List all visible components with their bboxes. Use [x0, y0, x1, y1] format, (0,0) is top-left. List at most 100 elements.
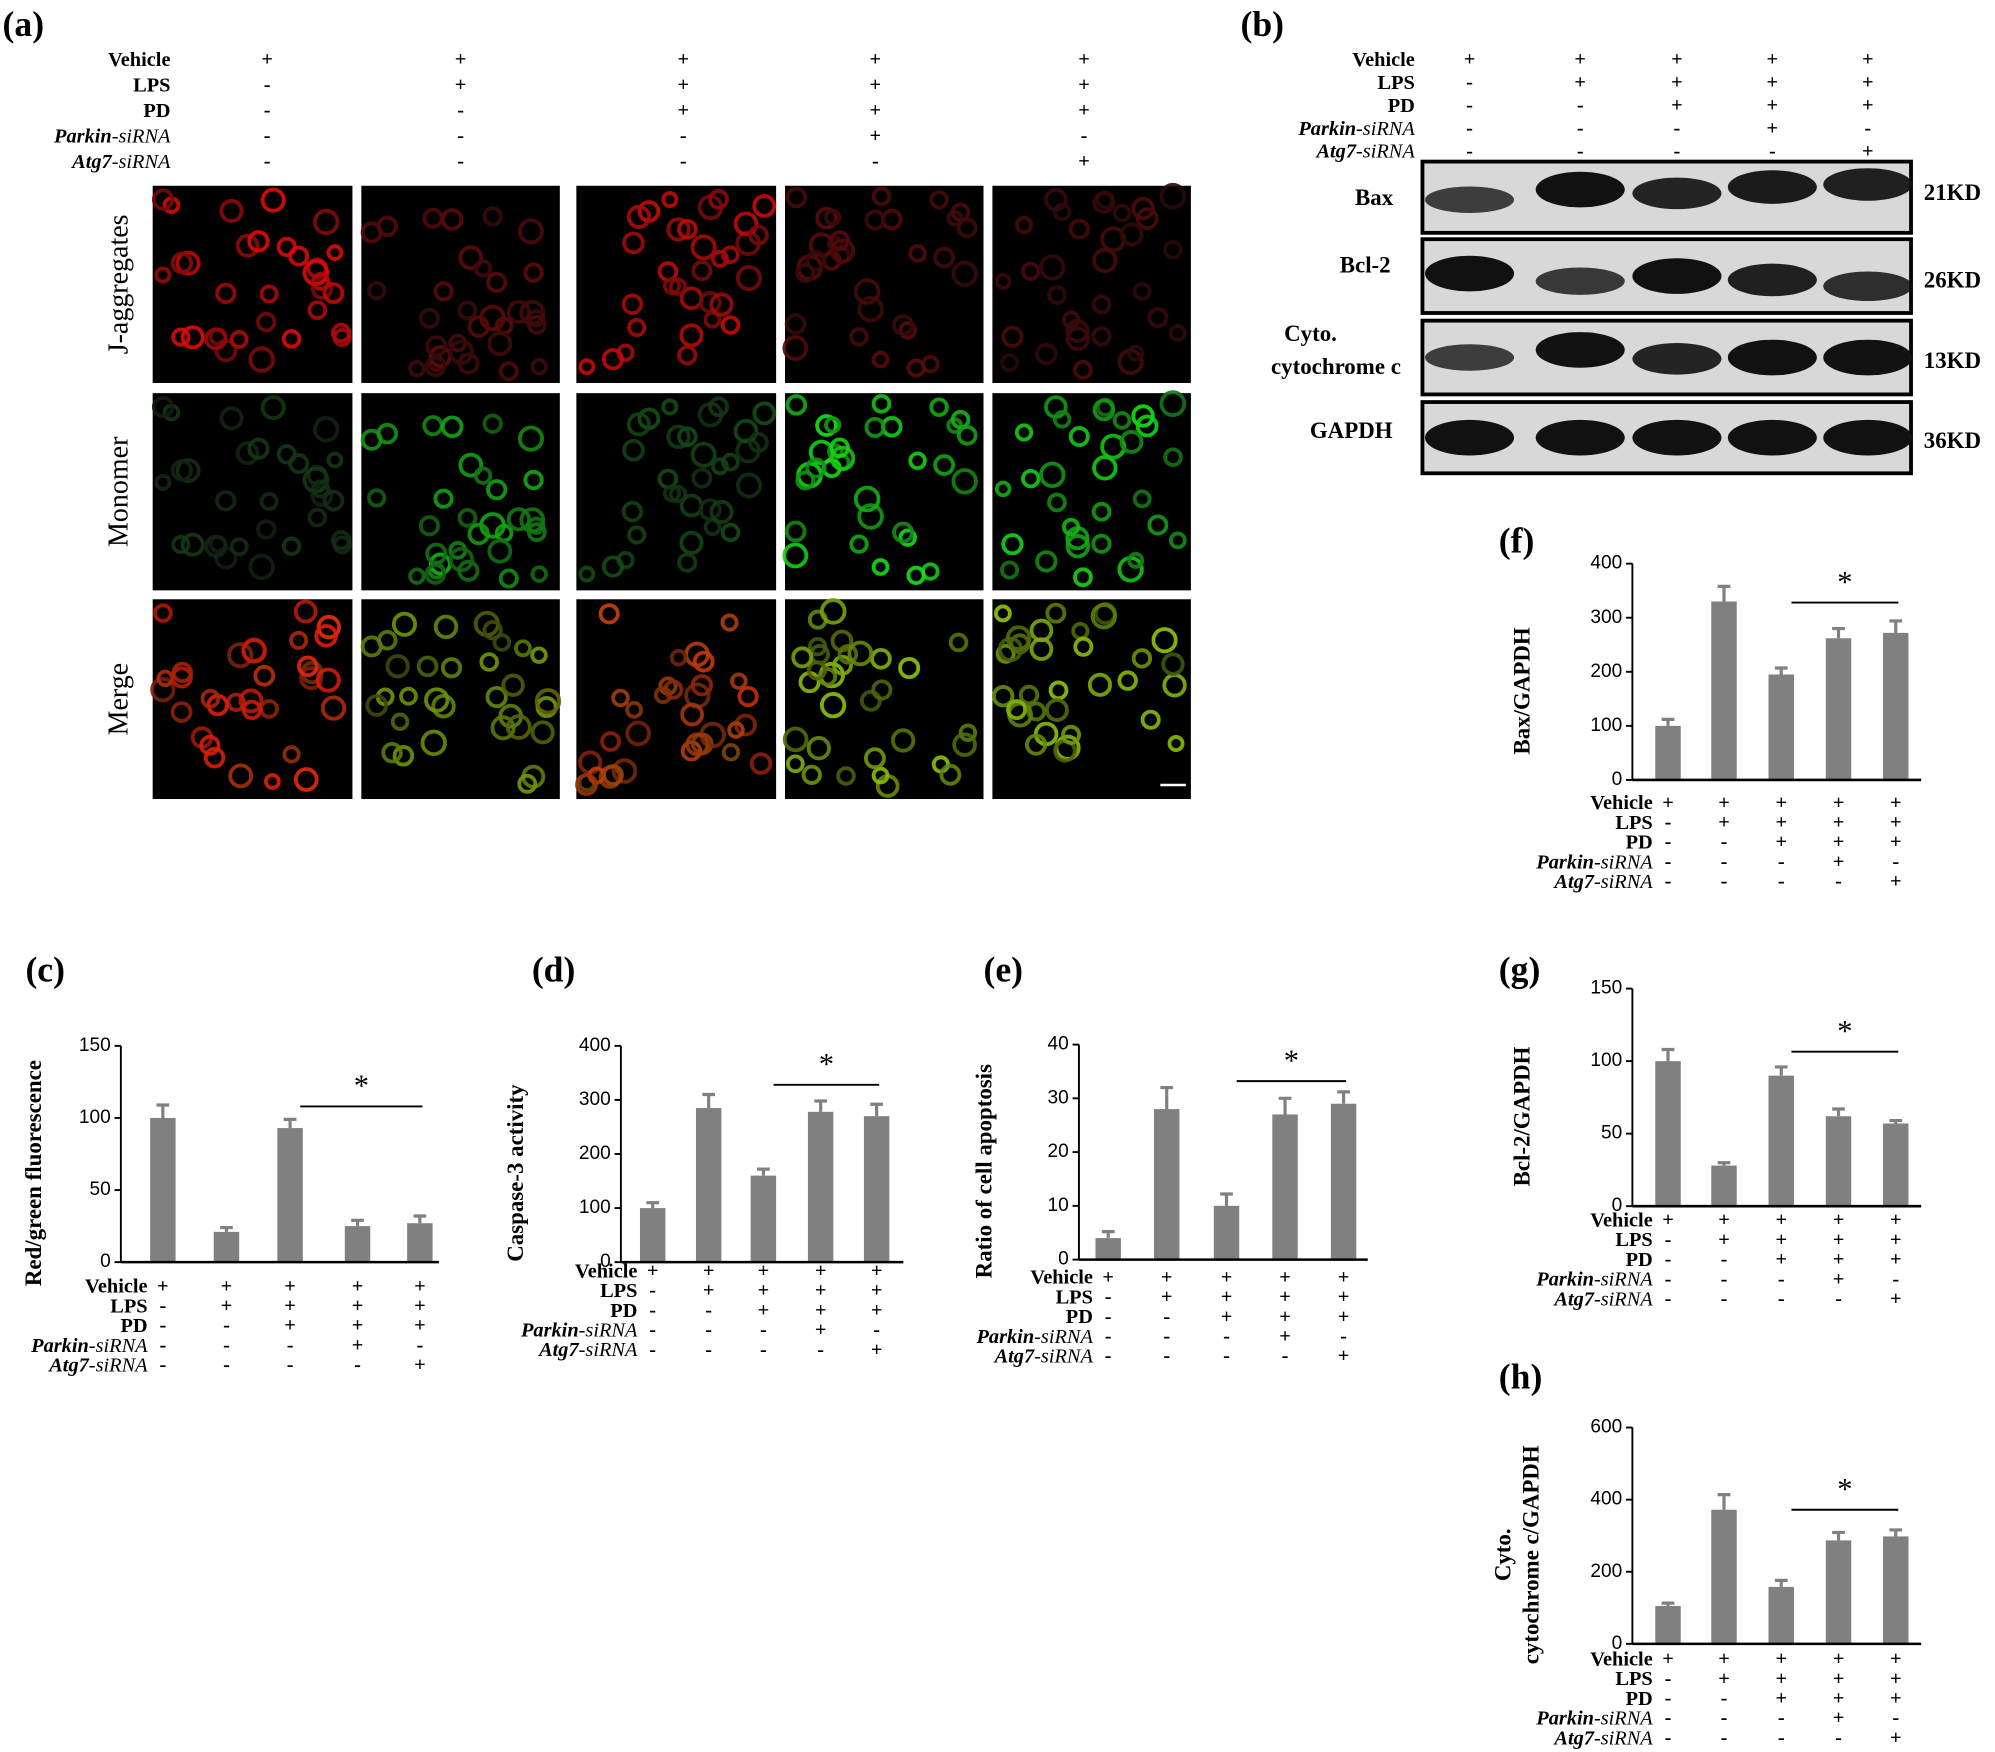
condition-sign: -	[1163, 1326, 1170, 1348]
condition-sign: +	[1161, 1286, 1173, 1308]
cell	[264, 773, 281, 790]
condition-label: Atg7-siRNA	[1314, 140, 1415, 162]
blot-size: 21KD	[1924, 180, 1981, 205]
cell	[653, 685, 673, 705]
cell	[1131, 404, 1155, 428]
condition-sign: -	[1721, 1688, 1728, 1710]
gene-name: Parkin	[1297, 117, 1356, 139]
condition-sign: +	[647, 1260, 659, 1282]
cell	[1005, 625, 1032, 651]
condition-sign: +	[1279, 1326, 1291, 1348]
cell	[314, 624, 338, 648]
y-axis-label: cytochrome c/GAPDH	[1518, 1445, 1543, 1664]
cell	[871, 350, 890, 369]
cell	[720, 315, 741, 335]
cell	[806, 736, 831, 761]
label: PD	[610, 1299, 637, 1321]
condition-sign: +	[870, 125, 882, 147]
condition-sign: +	[414, 1354, 426, 1376]
condition-sign: -	[1674, 140, 1681, 162]
condition-sign: +	[1662, 792, 1674, 814]
cell	[1112, 411, 1132, 430]
condition-sign: -	[223, 1315, 230, 1337]
cell	[611, 758, 638, 784]
cell	[513, 639, 532, 658]
cell	[175, 458, 201, 484]
condition-sign: +	[1718, 812, 1730, 834]
cell	[859, 689, 882, 712]
cell	[898, 528, 917, 547]
label-suffix: -siRNA	[112, 125, 171, 147]
condition-sign: +	[677, 100, 689, 122]
error-bar	[283, 1117, 297, 1129]
label-suffix: -siRNA	[1594, 1288, 1653, 1310]
cell	[473, 466, 493, 485]
condition-sign: +	[815, 1260, 827, 1282]
cell	[151, 188, 175, 211]
cell	[666, 217, 691, 242]
cell	[721, 245, 740, 265]
y-tick-label: 200	[1590, 661, 1622, 682]
bar	[1768, 1075, 1794, 1207]
cell	[467, 522, 490, 546]
cell	[679, 530, 704, 555]
cell	[498, 361, 519, 382]
condition-sign: +	[1221, 1286, 1233, 1308]
bar	[1655, 725, 1681, 780]
cell	[863, 747, 886, 770]
cell	[1014, 215, 1034, 235]
error-bar	[1717, 1161, 1731, 1166]
condition-sign: -	[264, 100, 271, 122]
condition-sign: +	[1775, 831, 1787, 853]
condition-sign: +	[677, 49, 689, 71]
cell	[457, 507, 478, 528]
condition-sign: -	[1466, 95, 1473, 117]
gene-name: Atg7	[1552, 1727, 1594, 1749]
bar	[750, 1175, 777, 1263]
condition-label: PD	[1066, 1306, 1093, 1328]
cell	[297, 655, 319, 678]
condition-sign: -	[1665, 871, 1672, 893]
bar	[1711, 601, 1737, 780]
cell	[171, 534, 191, 555]
panel-label: (f)	[1499, 521, 1535, 561]
label: Vehicle	[1352, 49, 1415, 71]
label: LPS	[1615, 1229, 1652, 1251]
condition-sign: +	[1671, 95, 1683, 117]
cell	[418, 515, 440, 537]
cell	[1092, 191, 1116, 214]
condition-sign: +	[455, 49, 467, 71]
error-bar	[220, 1225, 233, 1232]
bar	[1825, 638, 1852, 780]
cell	[691, 467, 713, 489]
cell	[448, 546, 475, 573]
condition-sign: +	[455, 74, 467, 96]
cell	[737, 685, 759, 708]
cell	[627, 317, 647, 338]
cell	[153, 603, 173, 623]
band	[1823, 339, 1913, 376]
cell	[501, 673, 525, 697]
condition-sign: +	[1338, 1345, 1350, 1367]
condition-sign: -	[1778, 1268, 1785, 1290]
cell	[1021, 468, 1041, 489]
cell	[801, 764, 822, 785]
cell	[492, 633, 512, 652]
label-suffix: -siRNA	[1594, 1707, 1653, 1729]
cell	[1168, 324, 1187, 342]
y-axis-label: Caspase-3 activity	[503, 1084, 528, 1262]
condition-label: LPS	[1615, 812, 1652, 834]
cell	[433, 488, 454, 509]
cell	[871, 766, 890, 785]
condition-label: LPS	[600, 1280, 637, 1302]
condition-label: PD	[120, 1315, 147, 1337]
cell	[311, 479, 330, 499]
band	[1632, 177, 1722, 210]
condition-sign: -	[1105, 1345, 1112, 1367]
label: PD	[1626, 1688, 1653, 1710]
cell	[519, 299, 546, 326]
bar	[1883, 1123, 1909, 1207]
condition-sign: +	[284, 1275, 296, 1297]
condition-sign: +	[1890, 1648, 1902, 1670]
